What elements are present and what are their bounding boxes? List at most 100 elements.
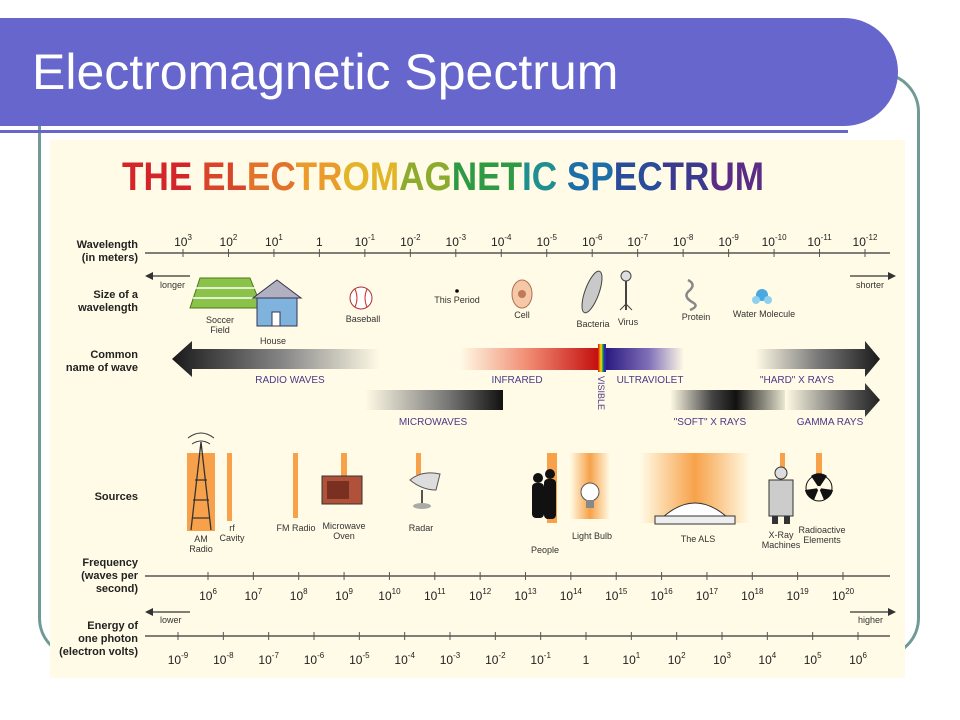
wavelength-tick-label: 101 bbox=[265, 233, 283, 249]
row-label-wavelength: Wavelength(in meters) bbox=[77, 239, 139, 264]
row-label-line: Energy of bbox=[87, 620, 138, 632]
wavelength-tick-label: 10-9 bbox=[718, 233, 739, 249]
energy-tick-label: 10-1 bbox=[530, 651, 551, 667]
row-label-line: second) bbox=[96, 583, 139, 595]
radioactive-icon bbox=[805, 453, 833, 502]
hard-xrays-band bbox=[755, 341, 880, 377]
water-molecule-icon bbox=[752, 289, 772, 304]
people-icon bbox=[532, 453, 557, 523]
label-water-molecule: Water Molecule bbox=[733, 309, 795, 319]
label-this-period: This Period bbox=[434, 295, 480, 305]
label-rf-cavity: rf Cavity bbox=[219, 523, 245, 543]
frequency-tick-label: 1013 bbox=[514, 587, 537, 603]
label-cell: Cell bbox=[514, 310, 530, 320]
frequency-tick-label: 109 bbox=[335, 587, 353, 603]
ultraviolet-band bbox=[606, 348, 684, 370]
energy-tick-label: 10-8 bbox=[213, 651, 234, 667]
wavelength-tick-label: 10-5 bbox=[536, 233, 557, 249]
slide-title: Electromagnetic Spectrum bbox=[32, 44, 619, 100]
label-am-radio: AM Radio bbox=[189, 534, 213, 554]
row-label-line: (waves per bbox=[81, 570, 139, 582]
visible-band bbox=[598, 344, 606, 372]
label-radio-waves: RADIO WAVES bbox=[255, 375, 325, 386]
frequency-ticks: 106 107 108 109 1010 1011 1012 1013 1014 1015 1016… bbox=[199, 572, 855, 603]
longer-arrowhead bbox=[145, 272, 153, 280]
wavelength-tick-label: 1 bbox=[316, 235, 323, 249]
label-radioactive-elements: Radioactive Elements bbox=[798, 525, 845, 545]
label-radar: Radar bbox=[409, 523, 434, 533]
microwaves-band bbox=[365, 390, 503, 410]
energy-tick-label: 103 bbox=[713, 651, 731, 667]
radio-waves-band bbox=[172, 341, 380, 377]
baseball-icon bbox=[349, 286, 373, 310]
row-label-line: wavelength bbox=[77, 302, 138, 314]
label-light-bulb: Light Bulb bbox=[572, 531, 612, 541]
wavelength-tick-label: 10-11 bbox=[807, 233, 832, 249]
wavelength-tick-label: 10-4 bbox=[491, 233, 512, 249]
wavelength-tick-label: 10-10 bbox=[762, 233, 787, 249]
label-higher: higher bbox=[858, 615, 883, 625]
frequency-tick-label: 108 bbox=[290, 587, 308, 603]
infrared-band bbox=[460, 348, 598, 370]
wavelength-ticks: 103 102 101 1 10-1 10-2 10-3 10-4 10-5 10-6 10-7 10… bbox=[174, 233, 878, 257]
energy-tick-label: 101 bbox=[622, 651, 640, 667]
label-lower: lower bbox=[160, 615, 182, 625]
energy-tick-label: 1 bbox=[583, 653, 590, 667]
title-underline bbox=[0, 130, 848, 133]
label-people: People bbox=[531, 545, 559, 555]
fm-radio-icon bbox=[293, 453, 298, 518]
lower-arrowhead bbox=[145, 608, 153, 616]
title-bar bbox=[0, 18, 898, 126]
energy-tick-label: 105 bbox=[804, 651, 822, 667]
wavelength-tick-label: 103 bbox=[174, 233, 192, 249]
frequency-tick-label: 1016 bbox=[650, 587, 673, 603]
label-shorter: shorter bbox=[856, 280, 884, 290]
frequency-tick-label: 1017 bbox=[696, 587, 719, 603]
light-bulb-icon bbox=[570, 453, 610, 519]
frequency-tick-label: 1012 bbox=[469, 587, 492, 603]
soccer-field-icon bbox=[189, 277, 263, 309]
cell-icon bbox=[511, 279, 533, 309]
rf-cavity-icon bbox=[227, 453, 232, 521]
label-microwaves: MICROWAVES bbox=[399, 417, 468, 428]
energy-tick-label: 102 bbox=[668, 651, 686, 667]
wavelength-tick-label: 10-1 bbox=[355, 233, 376, 249]
energy-tick-label: 10-6 bbox=[304, 651, 325, 667]
energy-tick-label: 10-5 bbox=[349, 651, 370, 667]
label-protein: Protein bbox=[682, 312, 711, 322]
label-microwave-oven: Microwave Oven bbox=[322, 521, 365, 541]
row-label-line: Wavelength bbox=[77, 239, 139, 251]
row-label-line: one photon bbox=[78, 633, 138, 645]
energy-tick-label: 10-2 bbox=[485, 651, 506, 667]
label-hard-xrays: "HARD" X RAYS bbox=[760, 375, 834, 386]
radar-icon bbox=[409, 453, 441, 509]
label-house: House bbox=[260, 336, 286, 346]
heading-text: THE ELECTROMAGNETIC SPECTRUM bbox=[122, 155, 764, 199]
wavelength-tick-label: 10-8 bbox=[673, 233, 694, 249]
frequency-tick-label: 1018 bbox=[741, 587, 764, 603]
frequency-tick-label: 1010 bbox=[378, 587, 401, 603]
label-soccer-field: Soccer Field bbox=[206, 315, 234, 335]
label-bacteria: Bacteria bbox=[576, 319, 609, 329]
frequency-tick-label: 106 bbox=[199, 587, 217, 603]
bacteria-icon bbox=[581, 270, 603, 314]
wavelength-tick-label: 10-2 bbox=[400, 233, 421, 249]
am-radio-icon bbox=[187, 432, 215, 531]
frequency-tick-label: 1014 bbox=[560, 587, 583, 603]
row-label-line: Common bbox=[90, 349, 138, 361]
wavelength-tick-label: 10-3 bbox=[446, 233, 467, 249]
als-building-icon bbox=[640, 453, 750, 525]
protein-icon bbox=[685, 278, 697, 312]
energy-tick-label: 106 bbox=[849, 651, 867, 667]
row-label-line: (electron volts) bbox=[59, 646, 138, 658]
energy-tick-label: 104 bbox=[758, 651, 776, 667]
frequency-tick-label: 1020 bbox=[832, 587, 855, 603]
label-fm-radio: FM Radio bbox=[276, 523, 315, 533]
period-icon bbox=[455, 289, 459, 293]
row-label-sources: Sources bbox=[95, 491, 138, 503]
label-the-als: The ALS bbox=[681, 534, 716, 544]
